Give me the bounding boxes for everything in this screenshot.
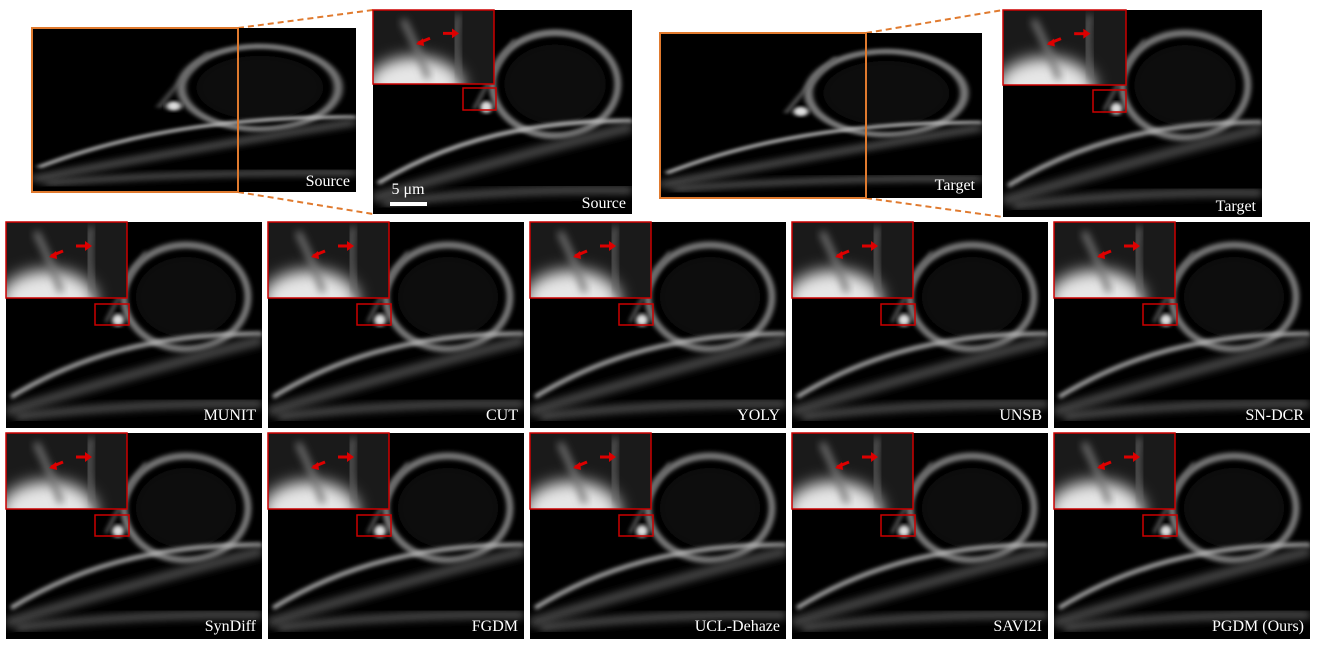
method-grid: MUNIT CUT YOLY UNSB SN-DCR SynDiff FGDM UCL-Deh… (0, 222, 1310, 639)
method-label: SAVI2I (993, 618, 1042, 635)
panel-label: Source (582, 195, 626, 212)
connector (238, 10, 373, 28)
method-label: UCL-Dehaze (695, 618, 780, 635)
panel-label: Target (935, 177, 976, 194)
method-label: CUT (486, 407, 518, 424)
method-label: PGDM (Ours) (1212, 618, 1304, 635)
top-row: Source 5 μm Source Target Target (32, 10, 1262, 217)
method-label: YOLY (737, 407, 780, 424)
method-label: FGDM (472, 618, 518, 635)
method-label: SN-DCR (1245, 407, 1304, 424)
connector (238, 192, 373, 214)
connector (866, 198, 1003, 217)
method-label: UNSB (999, 407, 1042, 424)
connector (866, 10, 1003, 33)
source-image (32, 28, 356, 192)
panel-label: Source (306, 173, 350, 190)
method-label: MUNIT (204, 407, 257, 424)
target-image (660, 33, 982, 198)
figure: Source 5 μm Source Target Target MUNIT CU… (0, 0, 1324, 645)
scale-bar-label: 5 μm (391, 181, 425, 198)
panel-label: Target (1216, 198, 1257, 215)
method-label: SynDiff (205, 618, 257, 635)
